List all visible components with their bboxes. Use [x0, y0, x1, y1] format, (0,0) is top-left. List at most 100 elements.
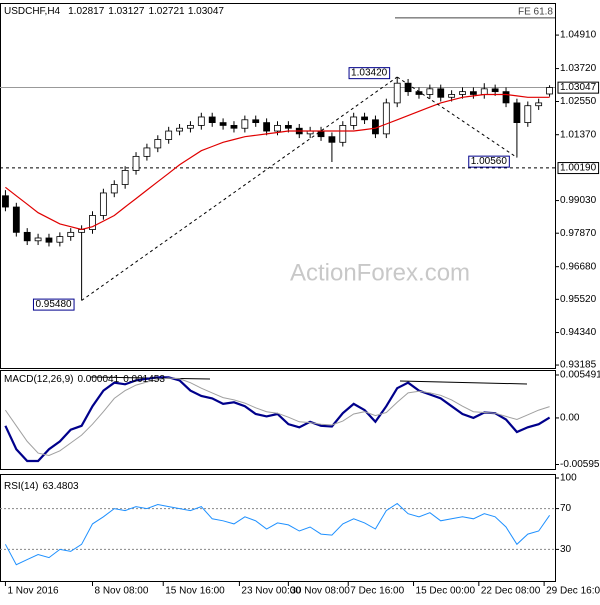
y-tick-label: 0.005491: [560, 370, 600, 381]
fe-label: FE 61.8: [518, 7, 553, 18]
header-value: 0.000041: [77, 374, 119, 385]
candle-body: [404, 82, 412, 93]
candle-body: [524, 105, 532, 124]
candle-body: [502, 91, 510, 104]
level-label: 0.95480: [35, 299, 72, 310]
x-tick-label: 1 Nov 2016: [7, 586, 59, 597]
y-tick-label: 0.95520: [560, 294, 597, 305]
y-tick-label: -0.005952: [560, 459, 600, 470]
candle-body: [165, 130, 173, 140]
y-tick-label: 1.04910: [560, 30, 597, 41]
candle-body: [2, 195, 9, 208]
candle-body: [110, 184, 118, 194]
candle-body: [56, 236, 64, 243]
indicator-line: [4, 376, 551, 463]
y-tick-label: 0.94340: [560, 327, 597, 338]
candle-body: [143, 147, 151, 157]
y-tick-label: 0.99030: [560, 195, 597, 206]
y-tick-label: 0.00: [560, 413, 580, 424]
candle-body: [121, 170, 129, 185]
candle-body: [99, 192, 107, 216]
macd-trendline: [399, 380, 528, 385]
header-value: USDCHF,H4: [4, 6, 61, 17]
header-value: 1.02817: [68, 6, 105, 17]
candle-body: [12, 206, 20, 233]
label-box: [557, 81, 600, 94]
candle-body: [23, 231, 31, 242]
candle-body: [469, 91, 477, 95]
candle-body: [361, 116, 368, 121]
candle-body: [459, 91, 466, 95]
candle-body: [491, 88, 499, 93]
candle-body: [132, 155, 140, 171]
candle-body: [187, 125, 194, 129]
y-tick-label: 1.01370: [560, 129, 597, 140]
x-tick-label: 29 Dec 16:00: [546, 586, 600, 597]
header-value: 1.03047: [188, 6, 225, 17]
level-label: 1.03420: [351, 68, 388, 79]
candle-body: [208, 116, 216, 124]
level-label: 1.00560: [471, 156, 508, 167]
x-tick-label: 15 Dec 00:00: [416, 586, 476, 597]
x-tick-label: 15 Nov 16:00: [165, 586, 225, 597]
panel-title: MACD(12,26,9) 0.000041 0.001453: [4, 374, 165, 385]
candle-body: [437, 88, 445, 98]
y-tick-label: 0.93185: [560, 360, 597, 371]
candle-body: [252, 119, 260, 124]
header-value: 1.03127: [108, 6, 145, 17]
candle-body: [154, 139, 162, 149]
x-tick-label: 7 Dec 16:00: [350, 586, 404, 597]
candle-body: [480, 88, 488, 95]
candle-body: [67, 231, 75, 237]
candle-body: [339, 125, 347, 143]
candle-body: [535, 102, 543, 107]
x-tick-label: 22 Dec 08:00: [481, 586, 541, 597]
candle-body: [197, 116, 205, 126]
candle-body: [513, 102, 521, 124]
header-value: 0.001453: [123, 374, 165, 385]
y-tick-label: 0.96680: [560, 261, 597, 272]
candle-body: [448, 94, 456, 98]
candle-body: [34, 237, 42, 242]
header-value: MACD(12,26,9): [4, 374, 73, 385]
x-tick-label: 8 Nov 08:00: [95, 586, 149, 597]
label-box: [468, 155, 510, 168]
candle-body: [176, 127, 183, 132]
y-tick-label: 1.02550: [560, 96, 597, 107]
candle-body: [89, 215, 96, 230]
candle-body: [393, 82, 401, 104]
label-box: [32, 298, 75, 311]
label-box: [557, 162, 600, 175]
candle-body: [328, 136, 336, 143]
candle-body: [284, 125, 292, 129]
projection-line: [396, 76, 518, 158]
indicator-line: [4, 377, 550, 457]
rsi-panel: [0, 474, 556, 582]
x-tick-label: 30 Nov 08:00: [290, 586, 350, 597]
candle-body: [45, 237, 53, 243]
candle-body: [263, 122, 271, 132]
projection-line: [81, 76, 398, 301]
y-tick-label: 0.97870: [560, 228, 597, 239]
moving-average: [5, 93, 550, 231]
candle-body: [426, 88, 434, 95]
y-tick-label: 30: [560, 544, 572, 555]
candle-body: [350, 116, 358, 126]
macd-panel: [0, 370, 556, 470]
current-price-label: 1.03047: [560, 82, 597, 93]
candle-body: [382, 102, 390, 135]
panel-title: USDCHF,H4 1.02817 1.03127 1.02721 1.03047: [4, 6, 224, 17]
candle-body: [241, 119, 249, 129]
candle-body: [219, 122, 227, 126]
support-label: 1.00190: [560, 163, 597, 174]
x-tick-label: 23 Nov 00:00: [241, 586, 301, 597]
y-tick-label: 70: [560, 503, 572, 514]
y-tick-label: 1.03720: [560, 63, 597, 74]
header-value: RSI(14): [4, 481, 38, 492]
candle-body: [274, 125, 281, 132]
candle-body: [317, 130, 325, 138]
header-value: 63.4803: [42, 481, 79, 492]
candle-body: [230, 125, 238, 129]
y-tick-label: 100: [560, 473, 577, 484]
